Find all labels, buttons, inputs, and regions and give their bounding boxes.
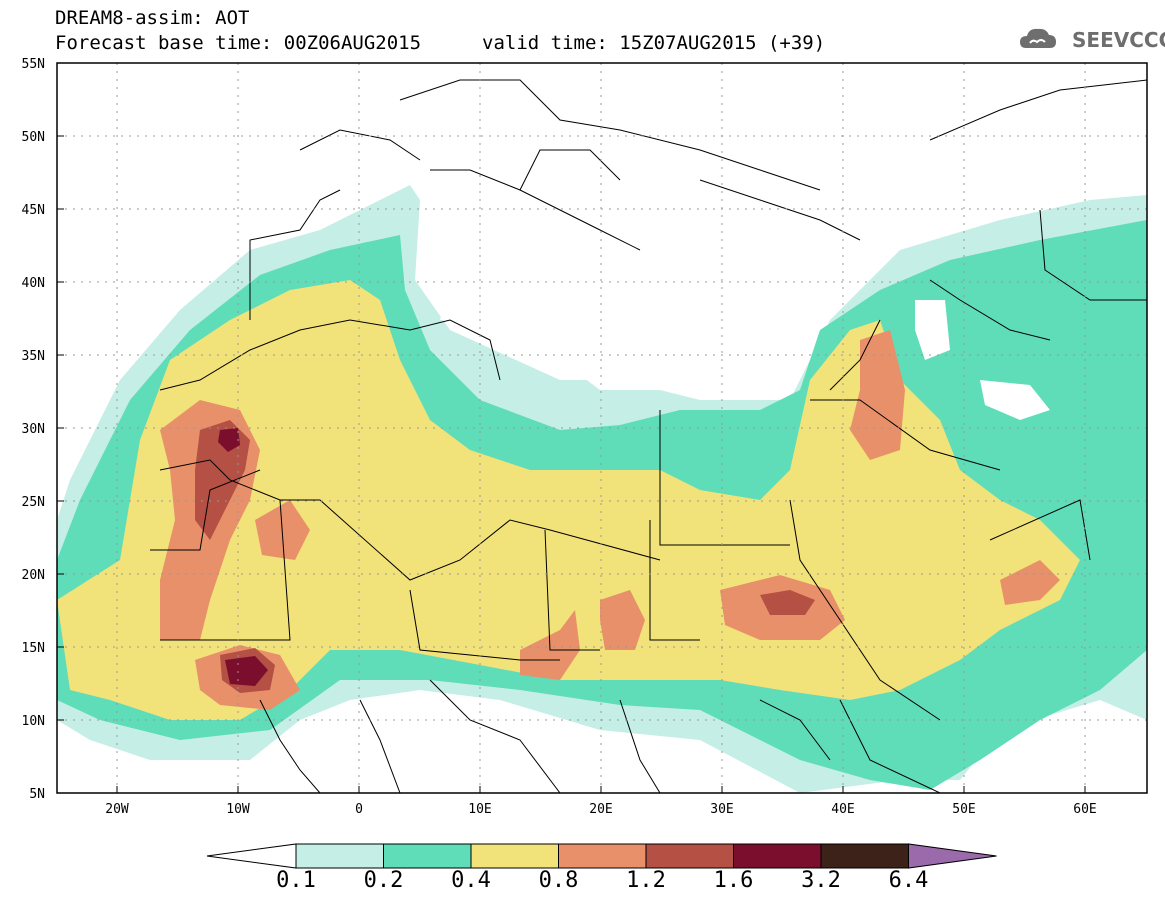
map-title: DREAM8-assim: AOT	[55, 7, 250, 29]
valid-time: valid time: 15Z07AUG2015 (+39)	[482, 32, 826, 54]
legend-label: 0.2	[363, 868, 404, 893]
legend-label: 1.2	[626, 868, 666, 893]
x-tick-label: 40E	[831, 802, 854, 817]
forecast-base-time: Forecast base time: 00Z06AUG2015	[55, 32, 422, 54]
legend-label: 0.1	[276, 868, 316, 893]
x-tick-label: 30E	[710, 802, 733, 817]
legend-swatch-over	[908, 843, 997, 869]
legend-swatch	[820, 843, 909, 869]
y-tick-label: 30N	[22, 422, 45, 437]
cloud-logo-icon	[1020, 28, 1056, 48]
legend-label: 1.6	[713, 868, 754, 893]
y-tick-label: 55N	[22, 57, 45, 72]
y-tick-label: 40N	[22, 276, 45, 291]
legend-label: 3.2	[801, 868, 841, 893]
x-tick-label: 10W	[226, 802, 250, 817]
legend-swatch	[558, 843, 647, 869]
y-tick-label: 35N	[22, 349, 45, 364]
legend-swatch	[733, 843, 822, 869]
y-tick-label: 50N	[22, 130, 45, 145]
x-tick-label: 20W	[105, 802, 129, 817]
y-tick-label: 20N	[22, 568, 45, 583]
legend-swatch	[295, 843, 384, 869]
y-tick-label: 25N	[22, 495, 45, 510]
legend-swatch-under	[206, 843, 297, 869]
y-tick-label: 45N	[22, 203, 45, 218]
y-tick-label: 5N	[29, 787, 45, 802]
legend-swatch	[383, 843, 472, 869]
x-tick-label: 10E	[468, 802, 491, 817]
y-tick-label: 15N	[22, 641, 45, 656]
y-tick-label: 10N	[22, 714, 45, 729]
x-tick-label: 0	[355, 802, 363, 817]
legend-label: 0.8	[538, 868, 579, 893]
logo-text: SEEVCCC	[1072, 28, 1165, 52]
x-tick-label: 20E	[589, 802, 612, 817]
legend-swatch	[645, 843, 734, 869]
legend-label: 6.4	[888, 868, 929, 893]
legend-label: 0.4	[451, 868, 491, 893]
x-tick-label: 60E	[1073, 802, 1096, 817]
legend-swatch	[470, 843, 559, 869]
aot-field	[57, 63, 1147, 793]
x-tick-label: 50E	[952, 802, 975, 817]
